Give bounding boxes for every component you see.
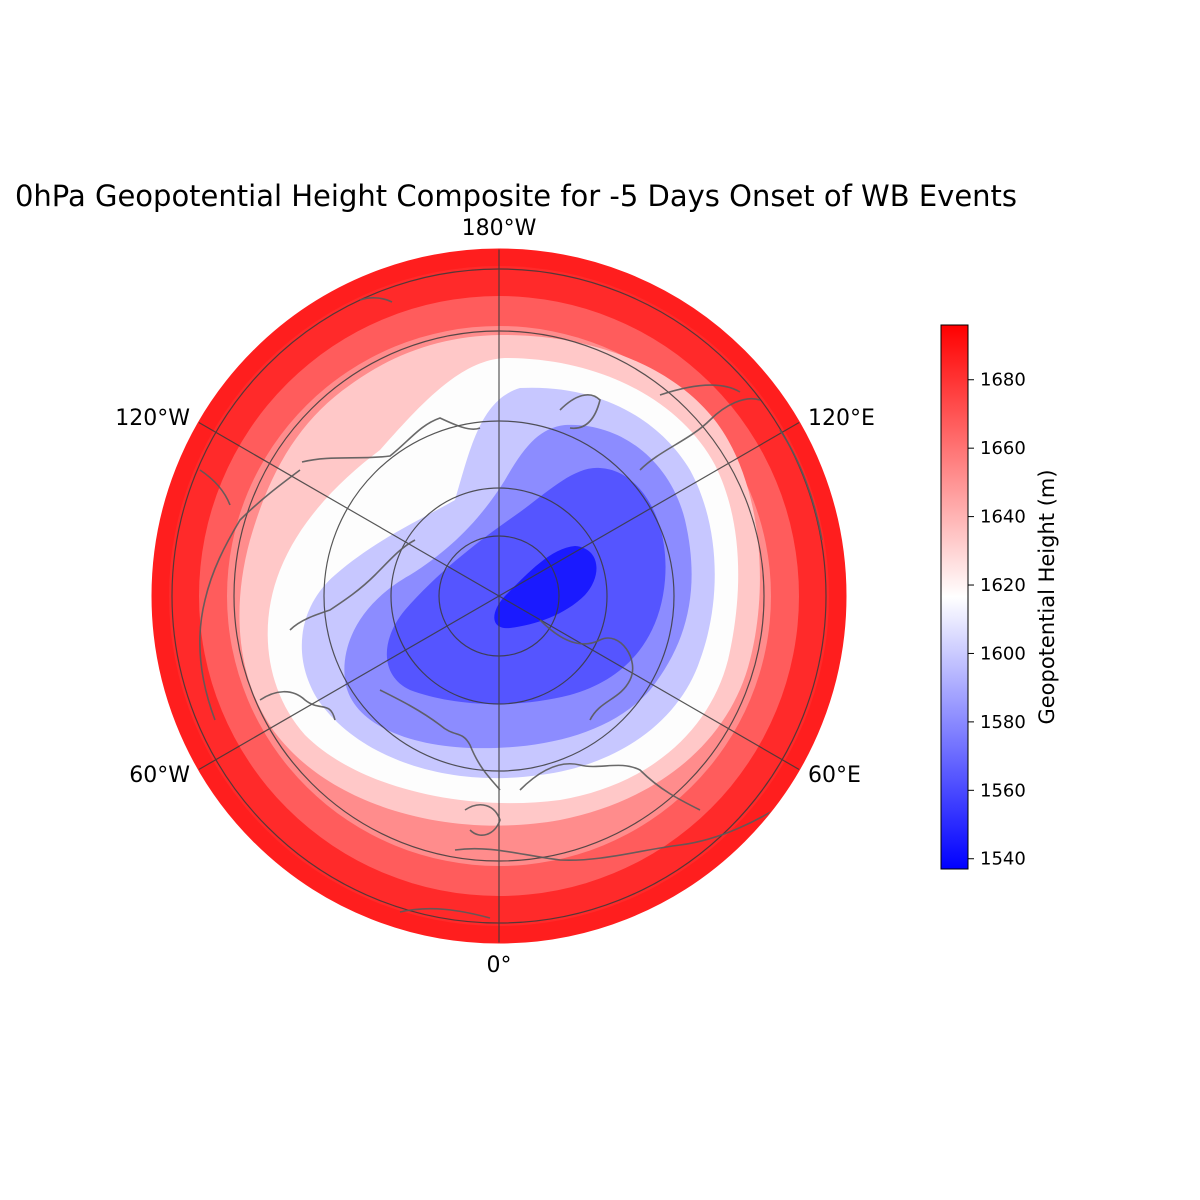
lon-label-120w: 120°W	[115, 406, 190, 431]
colorbar: 1680 1660 1640 1620 1600 1580 1560 1540 Geopote…	[940, 324, 1059, 870]
coastline-greenland	[379, 689, 501, 836]
lon-label-60w: 60°W	[129, 763, 190, 788]
coastline-alaska	[199, 297, 393, 506]
meridian-60w	[197, 595, 500, 771]
lon-label-180w: 180°W	[462, 216, 537, 241]
colorbar-tick-label: 1540	[980, 849, 1026, 870]
coastline-africa-south	[399, 907, 491, 919]
colorbar-ticks: 1680 1660 1640 1620 1600 1580 1560 1540	[968, 370, 1026, 870]
coastline-north-america	[199, 417, 481, 721]
colorbar-tick-label: 1620	[980, 575, 1026, 596]
coastlines	[199, 297, 823, 919]
coastline-eurasia	[539, 384, 823, 721]
lon-label-60e: 60°E	[808, 763, 861, 788]
map-title: 0hPa Geopotential Height Composite for -…	[15, 179, 1017, 213]
meridian-120e	[498, 421, 801, 597]
longitude-labels: 180°W 120°E 60°E 0° 60°W 120°W	[115, 216, 875, 978]
colorbar-label: Geopotential Height (m)	[1035, 469, 1059, 724]
colorbar-tick-label: 1660	[980, 438, 1026, 459]
coastline-europe	[454, 763, 791, 862]
colorbar-tick-label: 1560	[980, 780, 1026, 801]
colorbar-gradient	[940, 324, 969, 870]
map-boundary	[151, 248, 847, 944]
lon-label-120e: 120°E	[808, 406, 875, 431]
lon-label-0: 0°	[487, 953, 512, 978]
colorbar-tick-label: 1680	[980, 370, 1026, 391]
colorbar-tick-label: 1640	[980, 507, 1026, 528]
meridian-60e	[498, 595, 801, 771]
graticule	[171, 249, 827, 943]
colorbar-tick-label: 1600	[980, 643, 1026, 664]
meridian-120w	[197, 421, 500, 597]
polar-map	[151, 248, 847, 944]
colorbar-tick-label: 1580	[980, 712, 1026, 733]
